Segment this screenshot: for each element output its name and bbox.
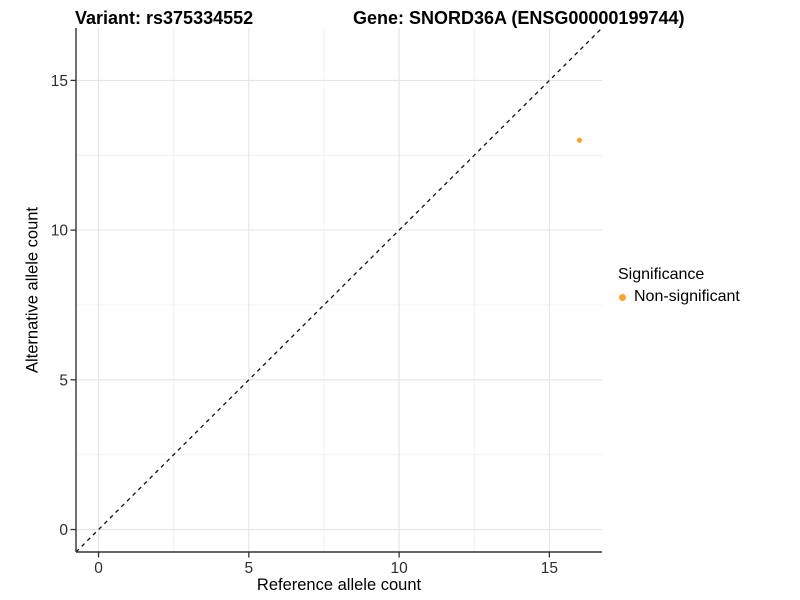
y-tick-label: 15 [51, 73, 68, 90]
legend-title: Significance [618, 266, 705, 283]
legend-item: Non-significant [616, 286, 740, 308]
data-point [576, 137, 583, 143]
identity-line [75, 27, 603, 553]
y-tick-label: 5 [59, 372, 68, 389]
legend-items: Non-significant [616, 286, 740, 308]
legend-item-label: Non-significant [634, 288, 740, 305]
plot-title-gene: Gene: SNORD36A (ENSG00000199744) [353, 8, 685, 28]
x-tick-label: 0 [94, 560, 103, 577]
x-axis-label: Reference allele count [256, 576, 422, 594]
y-tick-label: 10 [51, 223, 69, 240]
y-axis-label: Alternative allele count [23, 206, 42, 374]
legend: Significance Non-significant [616, 264, 740, 308]
plot-title-variant: Variant: rs375334552 [75, 8, 254, 28]
y-tick-label: 0 [59, 522, 68, 539]
x-tick-label: 15 [541, 560, 558, 577]
x-tick-label: 5 [245, 560, 254, 577]
legend-key-dot-icon [619, 293, 626, 301]
x-tick-label: 10 [390, 560, 408, 577]
